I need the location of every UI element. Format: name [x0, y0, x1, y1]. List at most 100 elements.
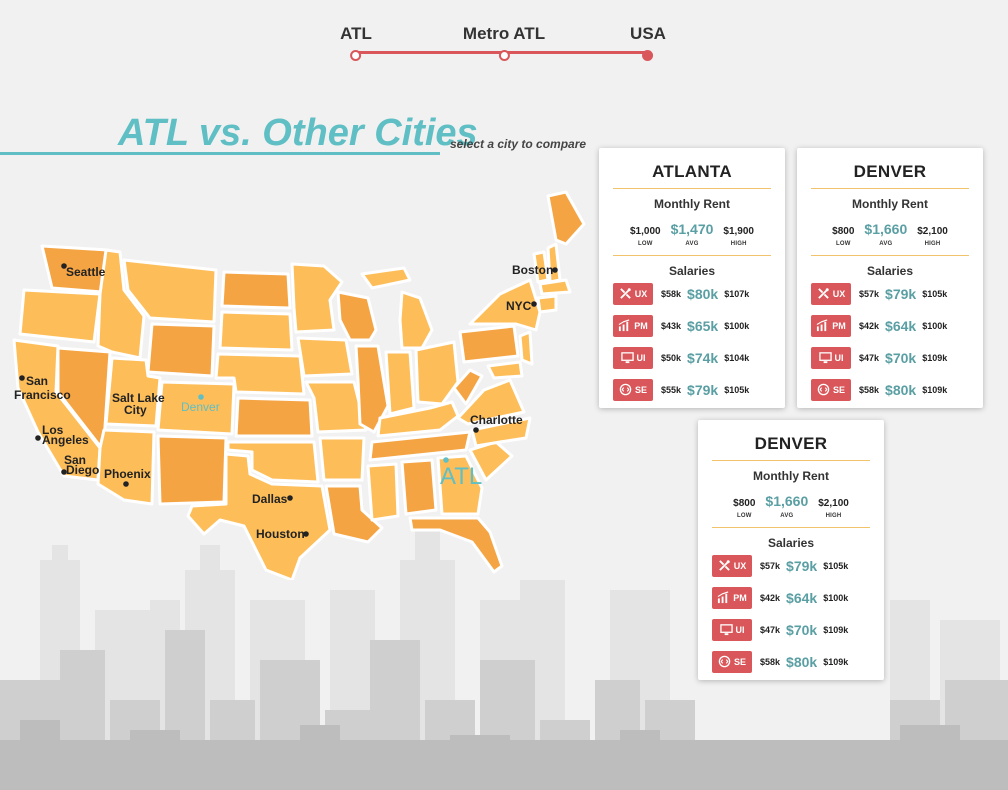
ux-tools-icon [718, 559, 731, 574]
state-sd[interactable] [218, 310, 294, 352]
city-label-houston[interactable]: Houston [256, 527, 305, 541]
state-va[interactable] [456, 378, 526, 426]
state-in[interactable] [384, 350, 416, 416]
state-mn[interactable] [290, 262, 344, 334]
salary-high: $100k [922, 321, 948, 331]
salary-avg: $80k [885, 382, 917, 398]
city-label-denver[interactable]: Denver [181, 400, 220, 414]
us-map[interactable]: Seattle Boston NYC San Francisco Salt La… [0, 180, 600, 580]
role-badge: UX [712, 555, 752, 577]
nav-item-usa[interactable]: USA [630, 24, 666, 61]
state-co[interactable] [156, 380, 236, 436]
state-tn[interactable] [368, 430, 472, 462]
nav-label: ATL [340, 24, 372, 43]
page-header: ATL vs. Other Cities select a city to co… [0, 112, 600, 162]
city-card-0[interactable]: ATLANTA Monthly Rent $1,000 LOW $1,470 AVG … [599, 148, 785, 408]
city-label-charlotte[interactable]: Charlotte [470, 413, 523, 427]
city-label-phoenix[interactable]: Phoenix [104, 467, 151, 481]
salary-avg: $80k [687, 286, 719, 302]
role-label: SE [634, 385, 647, 395]
role-badge: PM [613, 315, 653, 337]
city-label-los-angeles-2[interactable]: Angeles [42, 433, 89, 447]
state-id[interactable] [96, 248, 146, 360]
city-label-dallas[interactable]: Dallas [252, 492, 288, 506]
nav-item-metro-atl[interactable]: Metro ATL [463, 24, 545, 61]
city-label-san-diego-2[interactable]: Diego [66, 463, 99, 477]
role-badge: UX [613, 283, 653, 305]
state-nc[interactable] [470, 416, 532, 448]
state-fl[interactable] [408, 516, 504, 574]
role-label: UI [636, 353, 646, 363]
city-label-san-diego[interactable]: San [64, 453, 86, 467]
rent-row: $1,000 LOW $1,470 AVG $1,900 HIGH [613, 217, 771, 247]
city-label-san-francisco[interactable]: San [26, 374, 48, 388]
state-ga[interactable] [436, 454, 484, 516]
state-ct[interactable] [536, 294, 558, 314]
card-divider [712, 527, 870, 528]
salary-low: $57k [859, 289, 880, 299]
city-label-atl[interactable]: ATL [440, 463, 482, 490]
state-nd[interactable] [220, 270, 292, 310]
city-card-2[interactable]: DENVER Monthly Rent $800 LOW $1,660 AVG $2,… [698, 420, 884, 680]
state-oh[interactable] [414, 340, 460, 406]
salary-row-pm: PM $43k $65k $100k [613, 310, 771, 342]
state-ma[interactable] [538, 278, 572, 296]
state-ks[interactable] [234, 396, 314, 438]
state-nm[interactable] [156, 434, 228, 506]
state-mt[interactable] [122, 258, 218, 324]
nav-dot [498, 50, 510, 61]
salary-row-ux: UX $58k $80k $107k [613, 278, 771, 310]
state-ar[interactable] [318, 436, 366, 482]
role-badge: SE [712, 651, 752, 673]
salary-high: $105k [724, 385, 750, 395]
role-label: UI [735, 625, 745, 635]
state-or[interactable] [18, 288, 102, 344]
state-az[interactable] [96, 428, 156, 506]
card-divider [811, 255, 969, 256]
city-label-salt-lake-city[interactable]: Salt Lake [112, 391, 165, 405]
role-badge: PM [712, 587, 752, 609]
salary-row-ui: UI $47k $70k $109k [712, 614, 870, 646]
state-ut[interactable] [104, 356, 162, 428]
state-pa[interactable] [458, 324, 520, 364]
state-wy[interactable] [146, 322, 216, 378]
city-label-boston[interactable]: Boston [512, 263, 553, 277]
rent-row: $800 LOW $1,660 AVG $2,100 HIGH [811, 217, 969, 247]
salaries-heading: Salaries [866, 264, 914, 278]
card-city-title: DENVER [754, 434, 828, 453]
rent-high: $2,100 HIGH [917, 226, 948, 247]
role-badge: SE [811, 379, 851, 401]
state-wi[interactable] [336, 290, 378, 342]
city-label-los-angeles[interactable]: Los [42, 423, 64, 437]
state-nj[interactable] [518, 330, 534, 366]
state-md[interactable] [486, 360, 524, 380]
state-al[interactable] [400, 458, 438, 516]
state-mi-upper[interactable] [360, 266, 412, 290]
rent-avg: $1,660 AVG [765, 493, 809, 519]
city-label-san-francisco-2[interactable]: Francisco [14, 388, 71, 402]
rent-high: $2,100 HIGH [818, 498, 849, 519]
nav-item-atl[interactable]: ATL [340, 24, 372, 61]
state-il[interactable] [354, 344, 390, 434]
state-vt[interactable] [532, 250, 550, 284]
state-me[interactable] [546, 190, 586, 246]
state-mo[interactable] [304, 380, 368, 434]
rent-heading: Monthly Rent [852, 197, 928, 211]
city-label-nyc[interactable]: NYC [506, 299, 532, 313]
state-la[interactable] [324, 484, 384, 544]
salary-high: $105k [823, 561, 849, 571]
state-tx[interactable] [186, 452, 332, 580]
state-wv[interactable] [452, 368, 484, 406]
city-label-seattle[interactable]: Seattle [66, 265, 106, 279]
city-card-1[interactable]: DENVER Monthly Rent $800 LOW $1,660 AVG $2,… [797, 148, 983, 408]
state-ms[interactable] [366, 462, 400, 522]
city-label-salt-lake-city-2[interactable]: City [124, 403, 147, 417]
role-badge: PM [811, 315, 851, 337]
salary-low: $57k [760, 561, 781, 571]
state-mi[interactable] [398, 290, 434, 350]
rent-high: $1,900 HIGH [723, 226, 754, 247]
state-ok[interactable] [226, 440, 320, 484]
state-ia[interactable] [296, 336, 354, 378]
nav-dot [350, 50, 362, 61]
